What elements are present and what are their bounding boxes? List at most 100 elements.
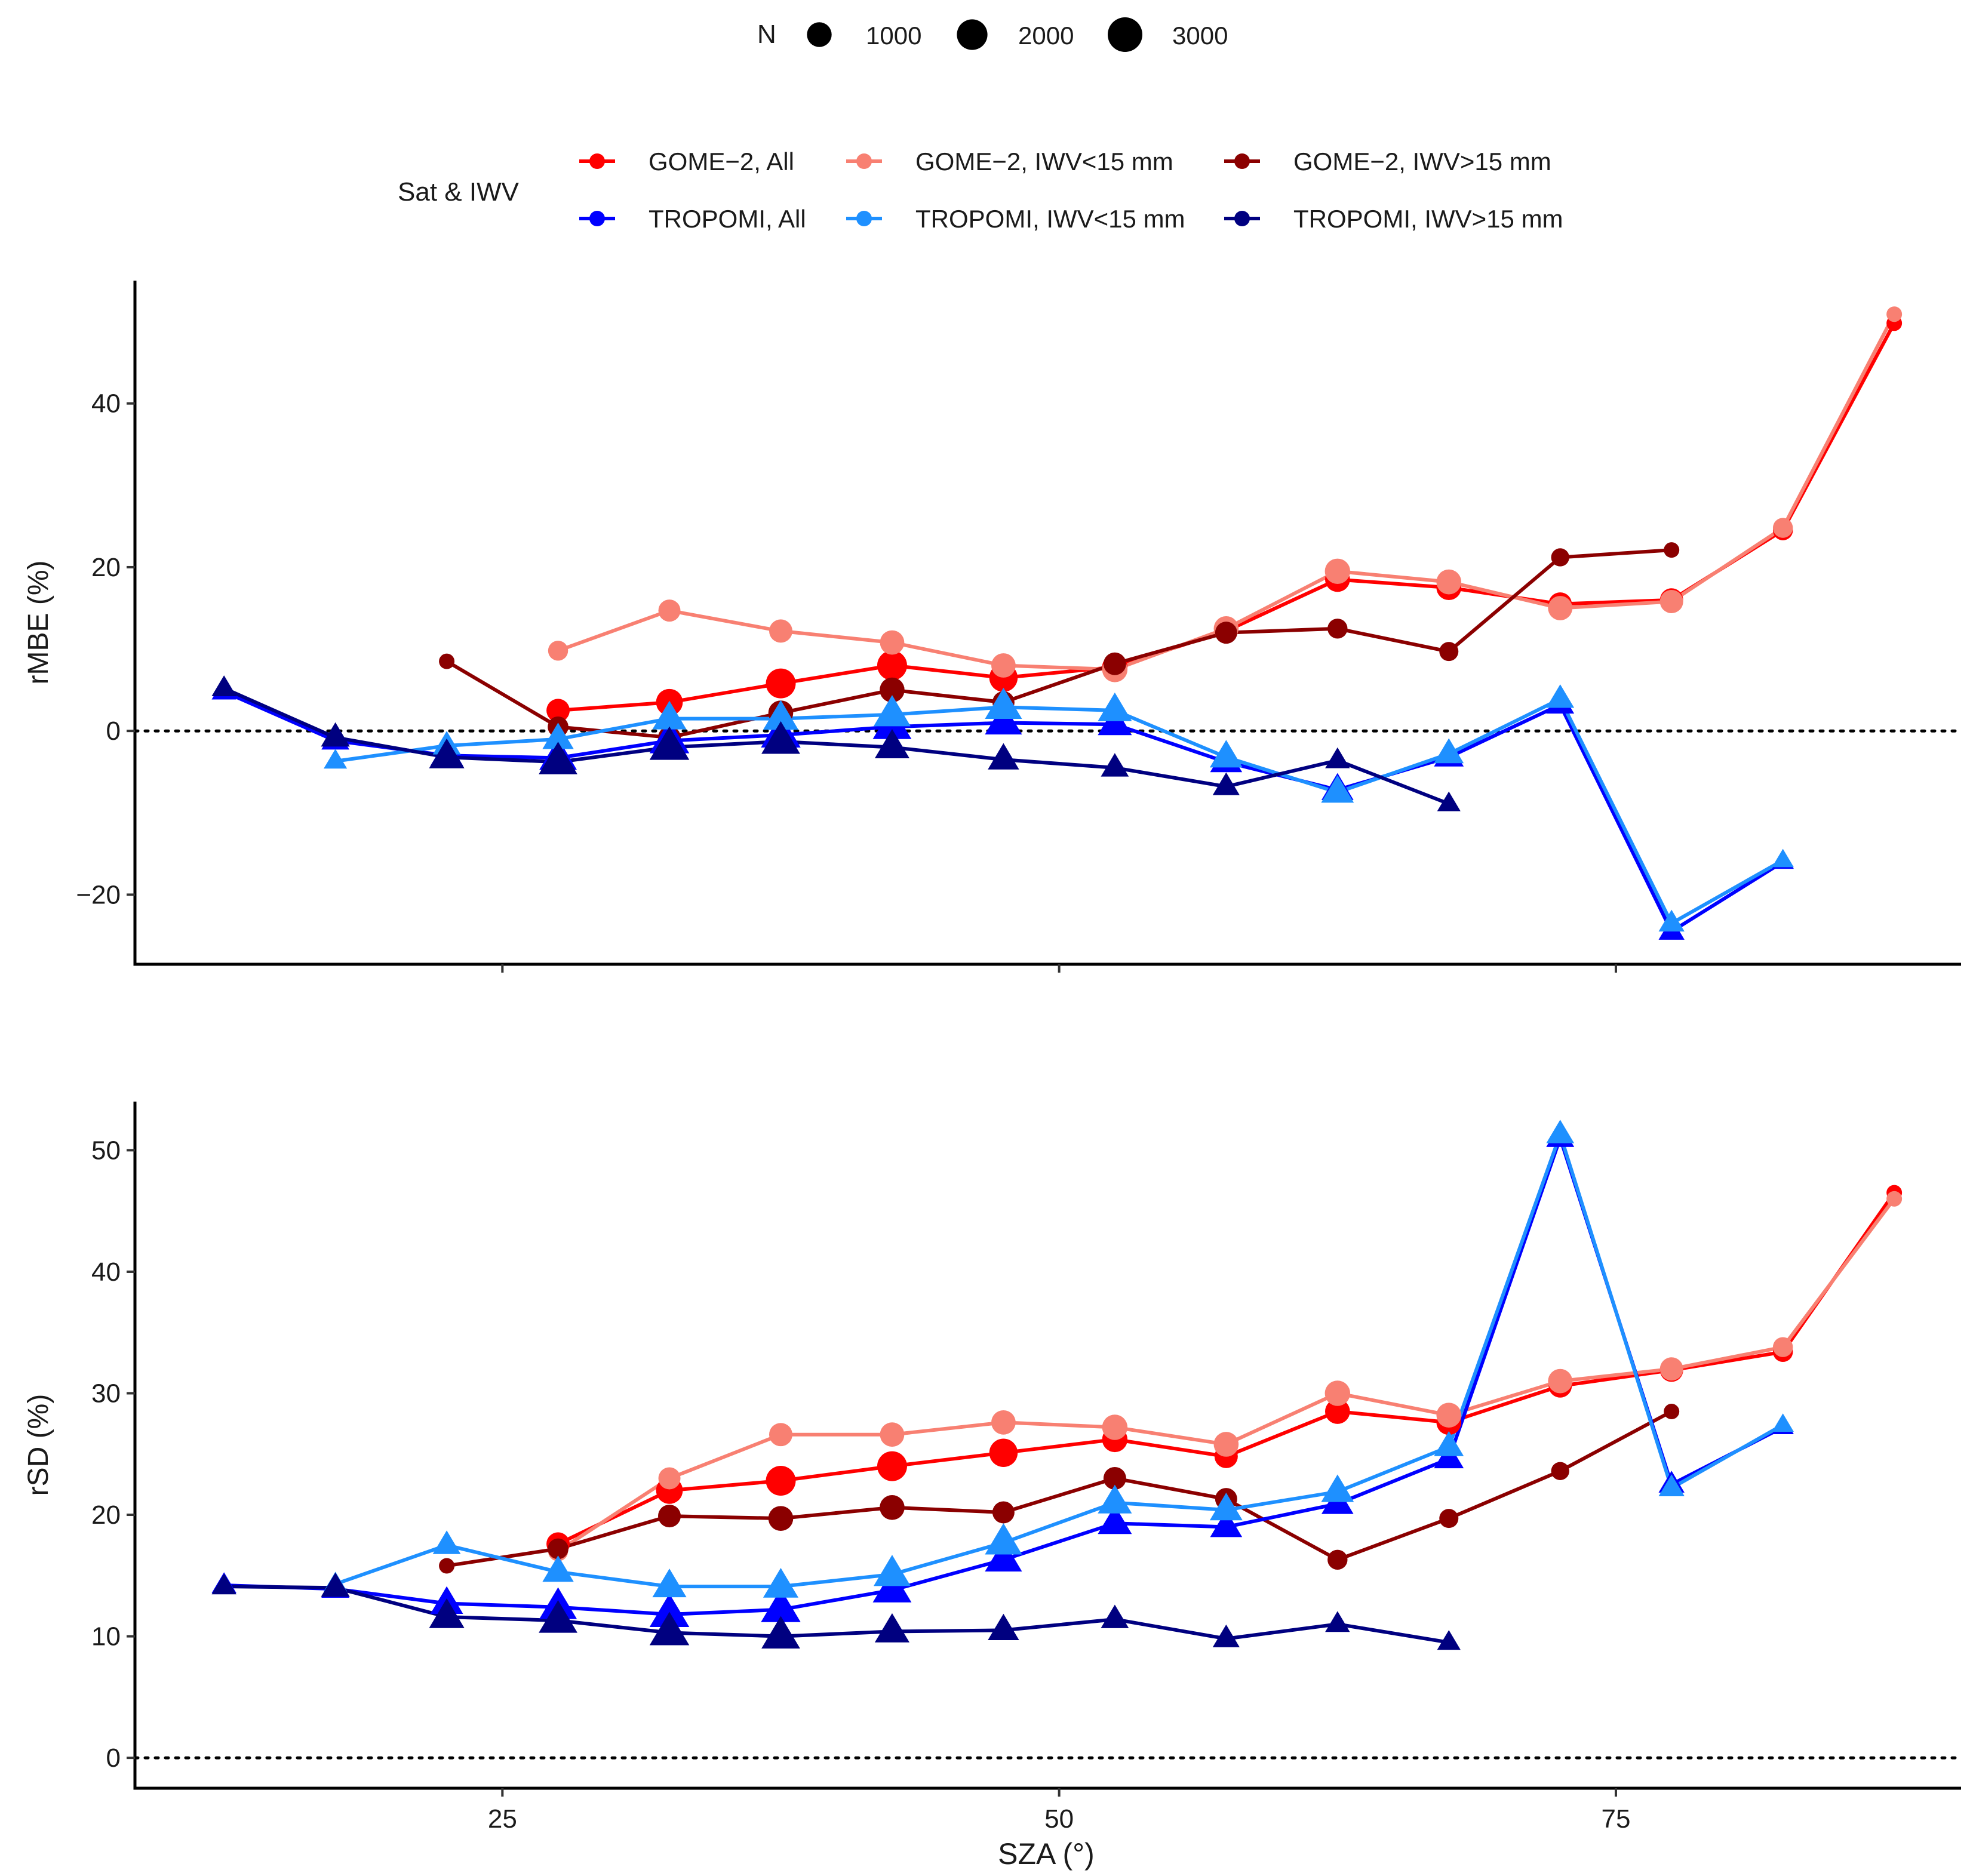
- data-point-tropomi-iwv-15-mm: [763, 700, 799, 730]
- data-point-gome-2-iwv-15-mm: [1548, 1368, 1573, 1394]
- data-point-tropomi-iwv-15-mm: [1098, 1484, 1132, 1514]
- data-point-tropomi-iwv-15-mm: [1546, 684, 1575, 708]
- data-point-tropomi-iwv-15-mm: [1437, 791, 1461, 811]
- series-line-gome-2-all: [558, 322, 1896, 712]
- data-point-tropomi-iwv-15-mm: [324, 749, 348, 769]
- y-axis-title: rSD (%): [23, 1394, 54, 1496]
- data-point-gome-2-iwv-15-mm: [439, 653, 455, 669]
- y-tick-label: 20: [91, 553, 121, 582]
- data-point-tropomi-iwv-15-mm: [211, 1573, 236, 1595]
- data-point-gome-2-iwv-15-mm: [1551, 548, 1569, 567]
- data-point-gome-2-all: [1324, 1399, 1350, 1424]
- data-point-gome-2-iwv-15-mm: [1215, 622, 1237, 644]
- data-point-gome-2-iwv-15-mm: [658, 599, 681, 622]
- data-point-tropomi-iwv-15-mm: [429, 1598, 465, 1628]
- data-point-tropomi-iwv-15-mm: [1325, 747, 1350, 768]
- legend-key-marker-gome-2-iwv-15-mm: [856, 153, 872, 169]
- data-point-tropomi-iwv-15-mm: [1325, 1611, 1350, 1632]
- y-tick-label: 50: [91, 1136, 121, 1165]
- data-point-tropomi-iwv-15-mm: [761, 1616, 800, 1649]
- data-point-gome-2-iwv-15-mm: [880, 1422, 905, 1447]
- data-point-gome-2-iwv-15-mm: [1324, 1380, 1351, 1406]
- data-point-gome-2-iwv-15-mm: [548, 641, 568, 661]
- data-point-gome-2-iwv-15-mm: [768, 1506, 794, 1531]
- data-point-tropomi-iwv-15-mm: [321, 722, 350, 747]
- data-point-tropomi-all: [761, 1588, 801, 1622]
- legend-key-marker-tropomi-iwv-15-mm: [1234, 211, 1250, 226]
- data-point-tropomi-iwv-15-mm: [988, 1613, 1019, 1640]
- data-point-tropomi-all: [1098, 1505, 1132, 1534]
- series-line-tropomi-iwv-15-mm: [335, 697, 1784, 925]
- data-point-tropomi-iwv-15-mm: [542, 722, 574, 749]
- data-point-gome-2-all: [989, 1438, 1018, 1467]
- data-point-gome-2-iwv-15-mm: [439, 1558, 455, 1574]
- data-point-gome-2-all: [766, 668, 796, 699]
- data-point-gome-2-iwv-15-mm: [1551, 1462, 1569, 1480]
- data-point-tropomi-iwv-15-mm: [1772, 848, 1794, 868]
- data-point-tropomi-iwv-15-mm: [1434, 738, 1464, 764]
- y-tick-label: 10: [91, 1622, 121, 1652]
- data-point-tropomi-iwv-15-mm: [1101, 1604, 1129, 1628]
- data-point-tropomi-iwv-15-mm: [1321, 775, 1354, 803]
- data-point-tropomi-iwv-15-mm: [761, 721, 800, 754]
- data-point-gome-2-all: [766, 1466, 796, 1496]
- data-point-gome-2-iwv-15-mm: [1327, 1549, 1348, 1570]
- y-tick-label: −20: [76, 880, 121, 909]
- series-line-tropomi-iwv-15-mm: [224, 1585, 1449, 1644]
- size-legend: N 1000 2000 3000: [757, 17, 1228, 52]
- data-point-gome-2-all: [877, 1451, 907, 1481]
- data-point-tropomi-iwv-15-mm: [652, 700, 687, 730]
- data-point-tropomi-iwv-15-mm: [539, 1600, 577, 1633]
- data-point-tropomi-iwv-15-mm: [429, 738, 465, 768]
- data-point-tropomi-all: [649, 1593, 690, 1627]
- data-point-tropomi-iwv-15-mm: [649, 1611, 690, 1646]
- data-point-gome-2-iwv-15-mm: [991, 1410, 1016, 1435]
- data-point-tropomi-iwv-15-mm: [1212, 772, 1240, 795]
- data-point-tropomi-iwv-15-mm: [1434, 1431, 1464, 1456]
- data-point-gome-2-iwv-15-mm: [1324, 558, 1351, 585]
- data-point-gome-2-iwv-15-mm: [1436, 1403, 1462, 1428]
- data-point-tropomi-iwv-15-mm: [988, 743, 1019, 770]
- legend-key-marker-tropomi-iwv-15-mm: [856, 211, 872, 226]
- data-point-gome-2-iwv-15-mm: [658, 1467, 681, 1490]
- data-point-tropomi-iwv-15-mm: [1101, 753, 1129, 777]
- legend-key-marker-gome-2-all: [589, 153, 605, 169]
- data-point-gome-2-iwv-15-mm: [1548, 596, 1573, 620]
- data-point-gome-2-iwv-15-mm: [1436, 569, 1462, 595]
- data-point-gome-2-iwv-15-mm: [991, 653, 1016, 678]
- y-tick-label: 40: [91, 389, 121, 419]
- data-point-tropomi-iwv-15-mm: [1212, 1624, 1240, 1647]
- legend-label-tropomi-iwv-15-mm: TROPOMI, IWV<15 mm: [915, 205, 1185, 233]
- data-point-gome-2-iwv-15-mm: [880, 630, 905, 655]
- legend-label-gome-2-iwv-15-mm: GOME−2, IWV>15 mm: [1293, 147, 1551, 176]
- size-legend-title: N: [757, 20, 776, 49]
- data-point-tropomi-iwv-15-mm: [432, 1530, 461, 1554]
- data-point-tropomi-iwv-15-mm: [874, 1613, 910, 1643]
- data-point-tropomi-iwv-15-mm: [985, 1523, 1022, 1555]
- data-point-tropomi-iwv-15-mm: [1658, 1474, 1685, 1496]
- x-tick-label: 50: [1044, 1804, 1074, 1834]
- data-point-gome-2-iwv-15-mm: [1103, 1466, 1126, 1490]
- y-tick-label: 0: [106, 1743, 121, 1773]
- data-point-gome-2-iwv-15-mm: [992, 1501, 1015, 1524]
- series-line-gome-2-iwv-15-mm: [445, 548, 1672, 740]
- series-line-tropomi-iwv-15-mm: [334, 1133, 1784, 1589]
- y-tick-label: 40: [91, 1257, 121, 1287]
- size-legend-label-1000: 1000: [866, 21, 921, 50]
- data-point-gome-2-iwv-15-mm: [1664, 1404, 1680, 1420]
- data-point-gome-2-iwv-15-mm: [769, 1423, 792, 1447]
- color-legend-title: Sat & IWV: [398, 177, 520, 207]
- data-point-tropomi-iwv-15-mm: [321, 1572, 350, 1597]
- legend-label-gome-2-all: GOME−2, All: [649, 147, 794, 176]
- data-point-gome-2-all: [877, 650, 907, 681]
- data-point-tropomi-iwv-15-mm: [874, 729, 910, 758]
- data-point-tropomi-iwv-15-mm: [763, 1567, 799, 1598]
- data-point-tropomi-iwv-15-mm: [652, 1569, 687, 1598]
- data-point-gome-2-iwv-15-mm: [1102, 1414, 1128, 1440]
- legend-label-tropomi-all: TROPOMI, All: [649, 205, 806, 233]
- data-point-tropomi-iwv-15-mm: [985, 687, 1022, 719]
- data-point-tropomi-iwv-15-mm: [542, 1555, 574, 1582]
- size-legend-label-3000: 3000: [1172, 21, 1228, 50]
- data-point-tropomi-iwv-15-mm: [1658, 909, 1685, 932]
